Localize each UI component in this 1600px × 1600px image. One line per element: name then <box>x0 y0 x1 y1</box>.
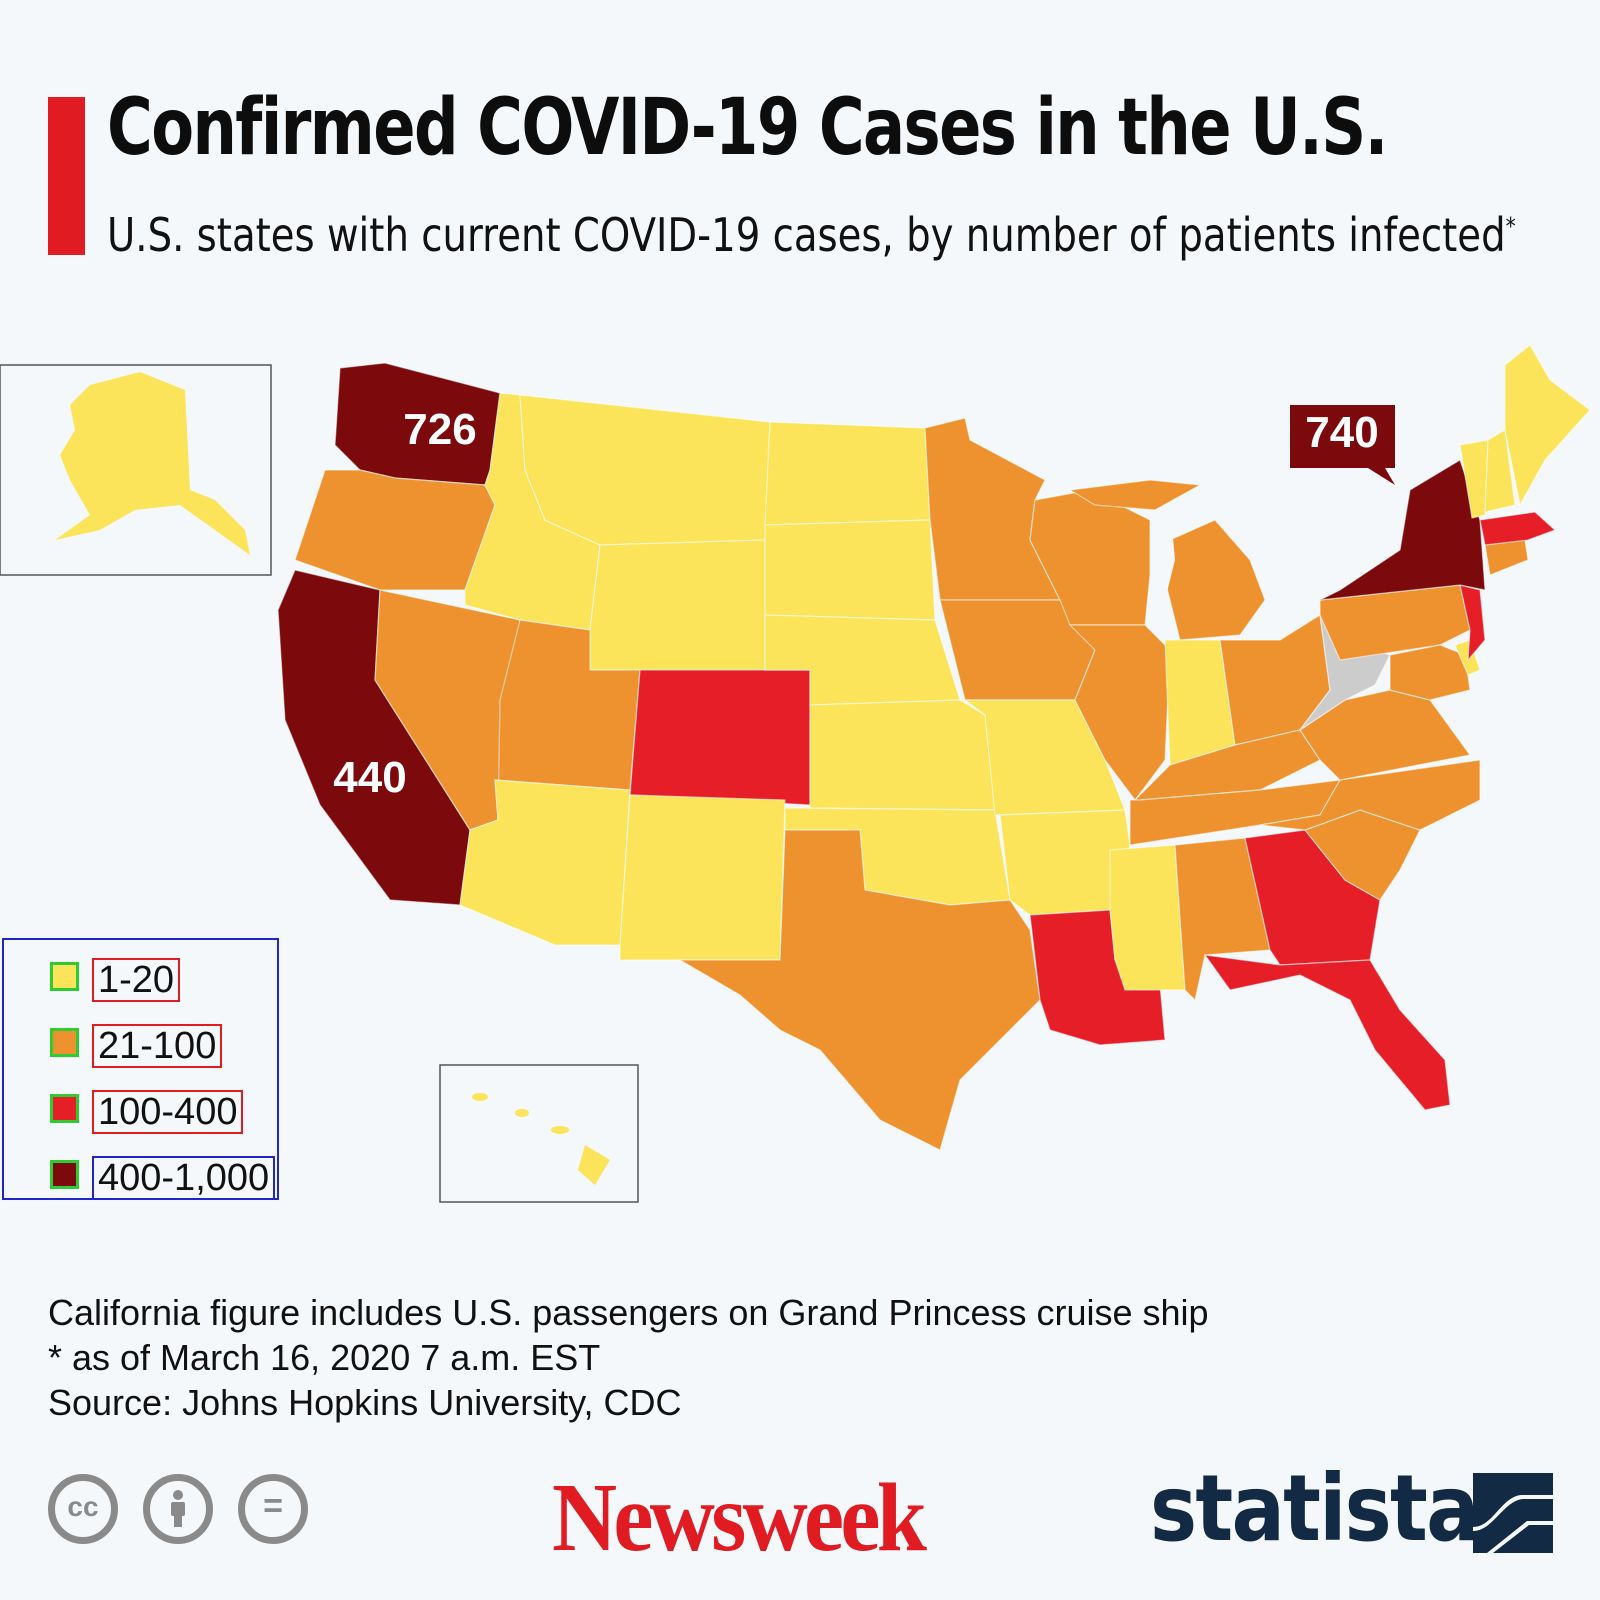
state-north-carolina <box>1259 759 1481 831</box>
cc-label: cc <box>67 1491 99 1522</box>
new-york-callout-box: 740 <box>1290 405 1395 485</box>
state-south-dakota <box>764 519 936 621</box>
newsweek-logo[interactable]: Newsweek <box>552 1464 927 1572</box>
state-michigan <box>1159 519 1266 641</box>
map-legend: 1-20 21-100 100-400 400-1,000 <box>2 938 279 1200</box>
state-new-jersey <box>1459 584 1486 662</box>
state-new-hampshire <box>1484 429 1516 513</box>
state-north-dakota <box>764 421 931 526</box>
subtitle-footnote-marker: * <box>1505 212 1516 241</box>
title-accent-bar <box>48 97 85 255</box>
state-new-mexico <box>619 794 786 961</box>
statista-logo-icon[interactable] <box>1473 1473 1553 1553</box>
footnotes: California figure includes U.S. passenge… <box>48 1290 1209 1425</box>
legend-label: 400-1,000 <box>92 1156 276 1200</box>
state-hawaii <box>472 1093 610 1185</box>
state-kansas <box>809 699 996 811</box>
legend-label: 21-100 <box>92 1024 223 1068</box>
page-title: Confirmed COVID-19 Cases in the U.S. <box>107 83 1388 173</box>
state-connecticut <box>1484 539 1529 576</box>
state-florida <box>1203 954 1451 1111</box>
note-date: * as of March 16, 2020 7 a.m. EST <box>48 1337 601 1378</box>
state-vermont <box>1459 439 1489 519</box>
us-choropleth-map: 726 440 740 <box>0 344 1591 1203</box>
creative-commons-icon[interactable]: cc <box>48 1474 118 1544</box>
lake-michigan <box>1150 505 1175 620</box>
legend-label: 100-400 <box>92 1090 244 1134</box>
state-texas <box>677 829 1041 1151</box>
note-california: California figure includes U.S. passenge… <box>48 1292 1209 1333</box>
state-michigan-up <box>1068 479 1202 511</box>
legend-swatch <box>50 962 79 991</box>
legend-swatch <box>50 1028 79 1057</box>
washington-callout: 726 <box>403 405 476 454</box>
person-icon <box>171 1490 185 1527</box>
alaska-inset-frame <box>0 364 272 576</box>
legend-swatch <box>50 1160 79 1189</box>
california-callout: 440 <box>333 753 406 802</box>
page-subtitle: U.S. states with current COVID-19 cases,… <box>107 208 1516 262</box>
state-montana <box>519 394 771 546</box>
state-delaware <box>1454 639 1481 676</box>
legend-swatch <box>50 1094 79 1123</box>
legend-label: 1-20 <box>92 958 181 1002</box>
state-colorado <box>629 669 811 806</box>
no-derivatives-icon[interactable]: = <box>238 1474 308 1544</box>
note-source: Source: Johns Hopkins University, CDC <box>48 1382 682 1423</box>
state-massachusetts <box>1479 511 1557 546</box>
state-alaska <box>55 372 250 555</box>
state-oregon <box>294 469 496 591</box>
attribution-icon[interactable] <box>143 1474 213 1544</box>
statista-logo-text[interactable]: statista <box>1150 1455 1480 1562</box>
hawaii-inset-frame <box>439 1064 639 1203</box>
state-mississippi <box>1109 844 1186 991</box>
state-virginia <box>1299 689 1472 781</box>
new-york-callout: 740 <box>1305 408 1378 457</box>
state-wyoming <box>589 539 766 671</box>
state-maryland-delaware <box>1389 644 1471 701</box>
subtitle-text: U.S. states with current COVID-19 cases,… <box>107 208 1506 262</box>
state-maine <box>1504 344 1591 507</box>
equals-label: = <box>263 1487 283 1525</box>
state-new-york <box>1319 459 1486 601</box>
